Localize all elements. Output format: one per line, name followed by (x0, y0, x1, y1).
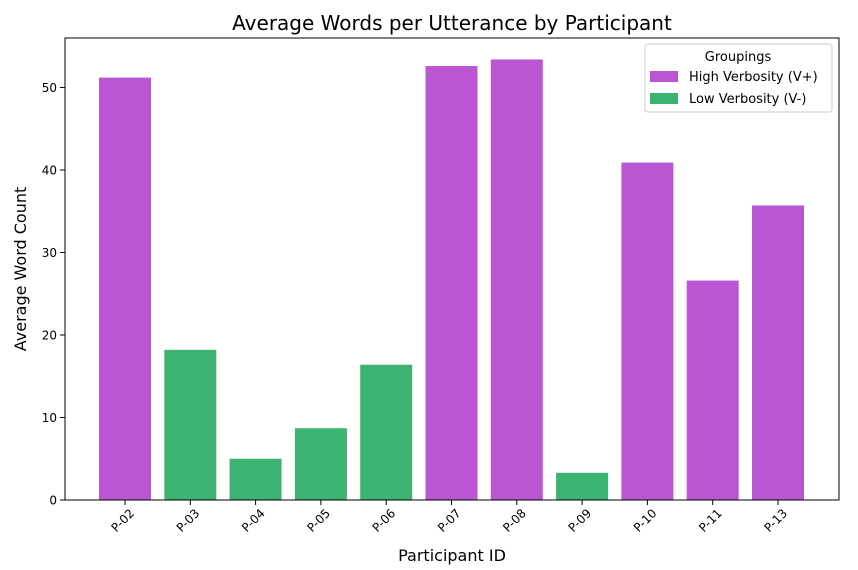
x-tick-label: P-07 (435, 506, 464, 535)
y-tick-label: 0 (49, 494, 57, 508)
bar-p-05 (294, 428, 347, 500)
bar-p-10 (621, 162, 674, 500)
legend-swatch-high (650, 71, 678, 82)
y-tick-label: 20 (42, 329, 57, 343)
x-tick-label: P-02 (108, 506, 137, 535)
x-tick-label: P-04 (239, 506, 268, 535)
legend-label-low: Low Verbosity (V-) (689, 92, 806, 107)
legend-box (644, 43, 833, 113)
x-tick-label: P-13 (761, 506, 790, 535)
chart-title: Average Words per Utterance by Participa… (232, 11, 672, 35)
x-tick-label: P-11 (696, 506, 725, 535)
y-tick-label: 30 (42, 246, 57, 260)
x-axis-label: Participant ID (398, 546, 506, 565)
bars-layer (99, 59, 804, 501)
x-tick-label: P-06 (370, 506, 399, 535)
x-tick-label: P-10 (631, 506, 660, 535)
bar-p-02 (99, 77, 151, 500)
x-tick-label: P-03 (174, 506, 203, 535)
bar-p-03 (164, 349, 217, 500)
y-tick-label: 10 (42, 411, 57, 425)
bar-p-08 (490, 59, 543, 500)
y-tick-label: 50 (42, 81, 57, 95)
bar-p-13 (752, 205, 804, 500)
legend-title: Groupings (705, 50, 772, 65)
legend: Groupings High Verbosity (V+) Low Verbos… (644, 43, 833, 113)
y-tick-label: 40 (42, 164, 57, 178)
legend-label-high: High Verbosity (V+) (689, 70, 818, 85)
x-axis: P-02 P-03 P-04 P-05 P-06 P-07 P-08 P-09 P-10 P-11… (108, 500, 790, 535)
y-axis-label: Average Word Count (11, 187, 30, 352)
bar-p-04 (229, 458, 282, 500)
x-tick-label: P-08 (500, 506, 529, 535)
legend-swatch-low (650, 93, 678, 104)
y-axis: 0 10 20 30 40 50 (42, 81, 65, 508)
bar-p-09 (556, 472, 609, 500)
x-tick-label: P-09 (566, 506, 595, 535)
x-tick-label: P-05 (304, 506, 333, 535)
bar-p-11 (686, 280, 739, 500)
bar-p-06 (360, 364, 413, 500)
bar-p-07 (425, 66, 478, 501)
